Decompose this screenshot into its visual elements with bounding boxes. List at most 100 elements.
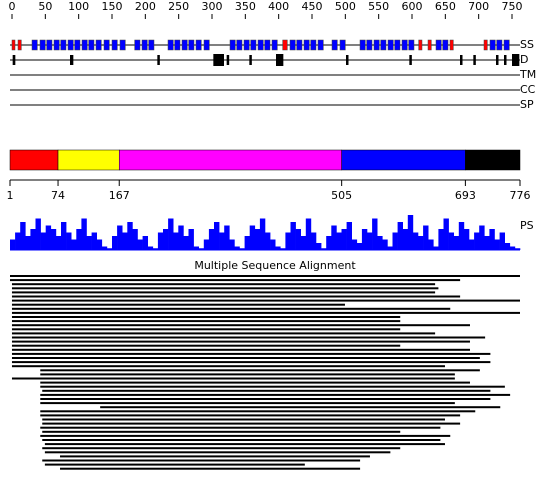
ss-element [282, 39, 288, 51]
ss-element [496, 39, 503, 51]
ps-bar [15, 232, 21, 250]
ps-bar [463, 229, 470, 250]
ss-element [435, 39, 442, 51]
axis-tick-label: 350 [235, 0, 256, 13]
ss-element [134, 39, 141, 51]
ps-bar [30, 229, 36, 250]
alignment-row [60, 455, 370, 458]
ss-element [229, 39, 236, 51]
ps-bar [372, 218, 378, 250]
ps-bar [157, 232, 164, 250]
ps-bar [418, 236, 424, 250]
ps-bar [96, 239, 103, 250]
ps-bar [474, 232, 480, 250]
ps-bar [351, 239, 358, 250]
ss-element [257, 39, 264, 51]
axis-tick-label: 600 [402, 0, 423, 13]
ps-bar [392, 232, 398, 250]
ps-bar [50, 229, 57, 250]
alignment-row [11, 365, 445, 368]
ps-bar [147, 246, 154, 250]
ss-element [442, 39, 449, 51]
disorder-region [473, 55, 476, 65]
disorder-region [70, 55, 74, 65]
axis-tick-label: 150 [102, 0, 123, 13]
ps-bar [91, 232, 97, 250]
ps-bar [310, 232, 317, 250]
alignment-row [40, 414, 461, 417]
axis-tick-label: 200 [135, 0, 156, 13]
ps-bar [117, 225, 123, 250]
alignment-row [11, 340, 470, 343]
axis-tick-label: 400 [268, 0, 289, 13]
ps-bar [265, 232, 271, 250]
ps-bar [198, 248, 205, 250]
disorder-region [276, 54, 284, 66]
ps-bar [300, 236, 307, 250]
alignment-row [42, 389, 491, 392]
ss-element [303, 39, 310, 51]
ps-bar [280, 248, 286, 250]
ps-bar [346, 222, 352, 250]
domain-boundary-label: 505 [331, 189, 352, 202]
domain-boundary-label: 693 [455, 189, 476, 202]
alignment-row [44, 451, 391, 454]
ss-element [489, 39, 496, 51]
ps-bar [484, 236, 490, 250]
ps-bar [336, 232, 342, 250]
ps-bar [499, 232, 505, 250]
disorder-region [346, 55, 349, 65]
ss-element [271, 39, 278, 51]
alignment-row [11, 377, 455, 380]
ps-bar [132, 229, 138, 250]
ps-bar [168, 218, 174, 250]
ps-bar [35, 218, 41, 250]
ps-bar [494, 239, 500, 250]
ps-bar [387, 246, 393, 250]
ss-element [503, 39, 510, 51]
axis-tick-label: 50 [38, 0, 52, 13]
ss-element [31, 39, 38, 51]
alignment-row [44, 443, 445, 446]
ss-element [366, 39, 373, 51]
disorder-region [460, 55, 463, 65]
axis-tick-label: 300 [202, 0, 223, 13]
ps-bar [81, 218, 87, 250]
ps-bar [208, 229, 215, 250]
ss-element [289, 39, 296, 51]
ps-bar [219, 232, 225, 250]
disorder-region [226, 55, 230, 65]
ss-element [310, 39, 317, 51]
ps-bar [71, 239, 77, 250]
alignment-row [40, 410, 476, 413]
ss-element [483, 39, 488, 51]
alignment-row [11, 287, 439, 290]
ss-element [331, 39, 338, 51]
ss-element [141, 39, 148, 51]
ps-bar [479, 225, 485, 250]
alignment-row [11, 361, 491, 364]
axis-tick-label: 700 [468, 0, 489, 13]
ps-bar [122, 232, 128, 250]
ps-bar [203, 239, 210, 250]
ps-bar [295, 229, 301, 250]
axis-tick-label: 550 [368, 0, 389, 13]
ps-bar [407, 215, 414, 250]
ss-element [401, 39, 408, 51]
ps-bar [321, 248, 327, 250]
ss-element [188, 39, 195, 51]
domain [341, 149, 466, 171]
track-label: D [520, 53, 528, 66]
disorder-region [496, 55, 499, 65]
ps-bar [433, 246, 439, 250]
ps-bar [514, 248, 521, 250]
track-label: CC [520, 83, 536, 96]
ss-element [418, 39, 423, 51]
alignment-row [60, 467, 361, 470]
track-label: TM [519, 68, 536, 81]
alignment-row [40, 393, 511, 396]
ps-bar [438, 229, 444, 250]
alignment-row [42, 430, 401, 433]
ps-bar [193, 246, 199, 250]
ps-bar [259, 218, 266, 250]
